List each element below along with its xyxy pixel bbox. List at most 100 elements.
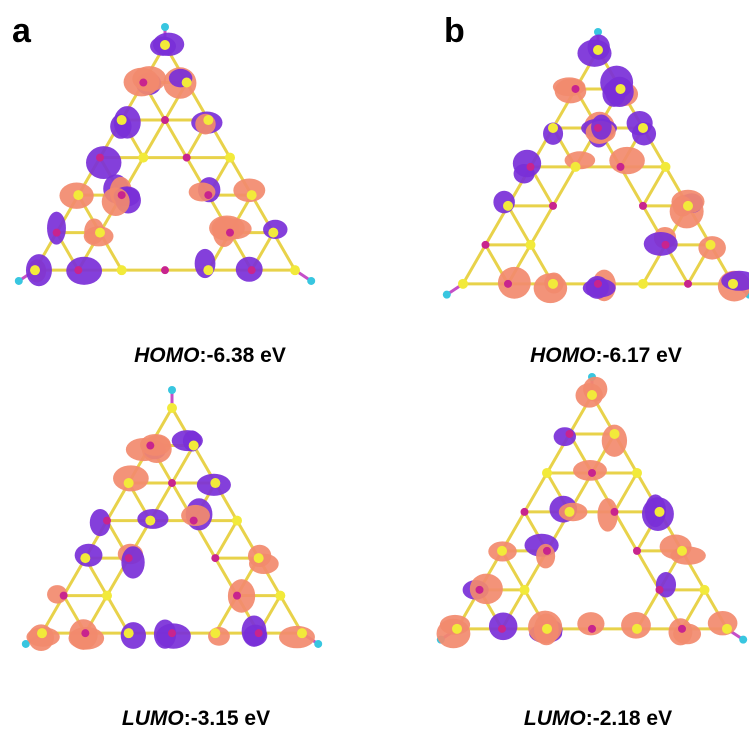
atom — [73, 190, 83, 200]
atom — [211, 554, 219, 562]
panel-label: a — [12, 12, 32, 50]
atom — [661, 162, 671, 172]
hydrogen — [161, 23, 169, 31]
orbital-lobe — [66, 257, 102, 285]
atom — [226, 229, 234, 237]
atom — [247, 190, 257, 200]
atom — [138, 153, 148, 163]
orbital-lobe — [670, 546, 706, 564]
atom — [543, 547, 551, 555]
orbital-lobe — [121, 546, 144, 578]
atom — [542, 624, 552, 634]
atom — [476, 586, 484, 594]
molecule-render — [15, 23, 315, 286]
atom — [678, 625, 686, 633]
atom — [204, 191, 212, 199]
atom — [161, 266, 169, 274]
bond — [143, 120, 165, 158]
atom — [503, 201, 513, 211]
molecule-render — [437, 373, 748, 648]
orbital-lobe — [279, 626, 315, 648]
atom — [587, 390, 597, 400]
atom — [102, 591, 112, 601]
atom — [566, 430, 574, 438]
atom — [254, 553, 264, 563]
bond — [531, 206, 554, 245]
atom — [81, 629, 89, 637]
atom — [588, 625, 596, 633]
atom — [520, 585, 530, 595]
atom — [549, 202, 557, 210]
atom — [527, 163, 535, 171]
atom — [662, 241, 670, 249]
bond — [615, 473, 638, 512]
atom — [632, 624, 642, 634]
atom — [728, 279, 738, 289]
atom — [638, 279, 648, 289]
atom — [542, 468, 552, 478]
atom — [638, 123, 648, 133]
atom — [290, 265, 300, 275]
page: a b HOMO:-6.38 eV HOMO :-6.17 eV LUMO:-3.… — [0, 0, 749, 729]
atom — [616, 84, 626, 94]
hydrogen — [739, 636, 747, 644]
atom — [125, 554, 133, 562]
atom — [124, 478, 134, 488]
hydrogen — [15, 277, 23, 285]
orbital-energy: :-6.38 eV — [199, 344, 285, 367]
atom — [103, 517, 111, 525]
panel-label: b — [444, 12, 465, 50]
atom — [96, 154, 104, 162]
bond — [463, 245, 486, 284]
atom — [700, 585, 710, 595]
orbital-energy: :-6.17 eV — [595, 344, 681, 367]
atom — [255, 629, 263, 637]
atom — [275, 591, 285, 601]
atom — [482, 241, 490, 249]
hydrogen — [168, 386, 176, 394]
atom — [722, 624, 732, 634]
atom — [588, 469, 596, 477]
orbital-lobe — [470, 574, 503, 605]
atom — [617, 163, 625, 171]
atom — [526, 240, 536, 250]
bond — [553, 167, 576, 206]
atom — [594, 124, 602, 132]
atom — [593, 45, 603, 55]
atom — [160, 40, 170, 50]
atom — [297, 628, 307, 638]
orbital-lobe — [142, 435, 172, 463]
orbital-energy: :-3.15 eV — [184, 707, 270, 729]
atom — [167, 403, 177, 413]
atom — [497, 546, 507, 556]
caption: HOMO:-6.38 eV — [134, 344, 286, 367]
caption: LUMO:-2.18 eV — [524, 707, 672, 729]
molecule-render — [443, 28, 749, 303]
atom — [30, 265, 40, 275]
atom — [37, 628, 47, 638]
atom — [548, 279, 558, 289]
atom — [248, 266, 256, 274]
bond — [525, 473, 548, 512]
atom — [189, 441, 199, 451]
orbital-name: HOMO — [134, 344, 199, 367]
caption: LUMO:-3.15 eV — [122, 707, 270, 729]
atom — [655, 507, 665, 517]
atom — [611, 508, 619, 516]
atom — [139, 79, 147, 87]
atom — [498, 625, 506, 633]
atom — [225, 153, 235, 163]
orbital-lobe — [437, 619, 471, 648]
orbital-lobe — [86, 146, 121, 179]
atom — [190, 517, 198, 525]
atom — [203, 265, 213, 275]
atom — [656, 586, 664, 594]
atom — [95, 228, 105, 238]
atom — [548, 123, 558, 133]
orbital-lobe — [102, 188, 130, 216]
orbital-lobe — [212, 217, 239, 240]
atom — [74, 266, 82, 274]
atom — [168, 629, 176, 637]
atom — [117, 265, 127, 275]
orbital-lobe — [644, 232, 678, 256]
